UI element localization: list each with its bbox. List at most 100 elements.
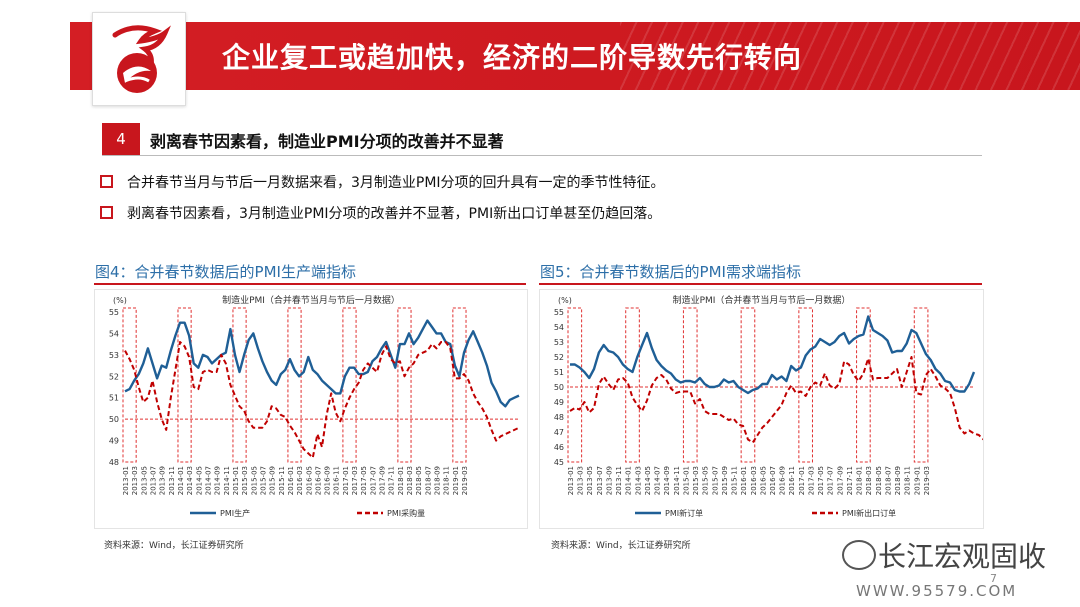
- y-tick-label: 51: [554, 368, 564, 377]
- x-tick-label: 2017-03: [807, 466, 815, 495]
- y-tick-label: 48: [554, 413, 564, 422]
- y-tick-label: 55: [554, 308, 564, 317]
- x-tick-label: 2018-07: [884, 466, 892, 495]
- x-tick-label: 2016-09: [779, 466, 787, 495]
- x-tick-label: 2013-09: [159, 466, 167, 495]
- x-tick-label: 2015-05: [702, 466, 710, 495]
- y-tick-label: 51: [109, 394, 119, 403]
- y-tick-label: 48: [109, 458, 119, 467]
- phoenix-logo-icon: [112, 25, 171, 93]
- x-tick-label: 2016-03: [750, 466, 758, 495]
- x-tick-label: 2016-05: [759, 466, 767, 495]
- y-tick-label: 49: [554, 398, 564, 407]
- section-divider: [102, 155, 982, 156]
- x-tick-label: 2013-11: [168, 466, 176, 495]
- spring-festival-window: [567, 307, 583, 463]
- spring-festival-window: [452, 307, 467, 463]
- x-tick-label: 2016-11: [333, 466, 341, 495]
- x-tick-label: 2015-07: [711, 466, 719, 495]
- spring-festival-window: [122, 307, 137, 463]
- series-line-solid: [570, 315, 976, 395]
- y-tick-label: 53: [554, 338, 564, 347]
- x-tick-label: 2017-11: [388, 466, 396, 495]
- x-tick-label: 2013-07: [596, 466, 604, 495]
- x-tick-label: 2017-07: [827, 466, 835, 495]
- x-tick-label: 2014-05: [644, 466, 652, 495]
- header: 企业复工或趋加快，经济的二阶导数先行转向: [0, 0, 1080, 118]
- x-tick-label: 2018-01: [397, 466, 405, 495]
- x-tick-label: 2013-05: [586, 466, 594, 495]
- x-tick-label: 2018-05: [415, 466, 423, 495]
- x-tick-label: 2014-07: [654, 466, 662, 495]
- chart-title: 制造业PMI（合并春节当月与节后一月数据）: [222, 294, 400, 306]
- x-tick-label: 2013-03: [577, 466, 585, 495]
- bullet-item: 合并春节当月与节后一月数据来看，3月制造业PMI分项的回升具有一定的季节性特征。: [100, 172, 665, 192]
- x-tick-label: 2014-11: [673, 466, 681, 495]
- x-tick-label: 2014-05: [195, 466, 203, 495]
- series-line-dashed: [569, 356, 990, 445]
- legend-label: PMI新出口订单: [842, 508, 896, 518]
- bullet-item: 剥离春节因素看，3月制造业PMI分项的改善并不显著，PMI新出口订单甚至仍趋回落…: [100, 203, 661, 223]
- x-tick-label: 2013-05: [140, 466, 148, 495]
- pmi-production-chart: 制造业PMI（合并春节当月与节后一月数据） (%) 48 49 50 51 52 53 54 55…: [109, 294, 520, 518]
- figure-caption: 图5：合并春节数据后的PMI需求端指标: [540, 263, 801, 281]
- caption-rule: [539, 283, 982, 285]
- spring-festival-window: [342, 307, 357, 463]
- x-tick-label: 2018-03: [865, 466, 873, 495]
- x-tick-label: 2018-03: [406, 466, 414, 495]
- x-tick-label: 2017-05: [360, 466, 368, 495]
- spring-festival-window: [625, 307, 640, 463]
- y-tick-label: 52: [554, 353, 564, 362]
- y-tick-label: 49: [109, 437, 119, 446]
- x-tick-label: 2018-09: [434, 466, 442, 495]
- x-tick-label: 2018-01: [856, 466, 864, 495]
- y-tick-label: 45: [554, 458, 564, 467]
- x-tick-label: 2013-01: [122, 466, 130, 495]
- y-tick-label: 46: [554, 443, 564, 452]
- x-tick-label: 2019-03: [923, 466, 931, 495]
- bullet-square-icon: [100, 206, 113, 219]
- x-tick-label: 2018-11: [443, 466, 451, 495]
- spring-festival-window: [798, 307, 813, 463]
- watermark-name: 长江宏观固收: [878, 540, 1047, 573]
- x-tick-label: 2014-09: [214, 466, 222, 495]
- x-tick-label: 2014-07: [204, 466, 212, 495]
- x-tick-label: 2016-01: [740, 466, 748, 495]
- y-tick-label: 47: [554, 428, 564, 437]
- section-number: 4: [102, 123, 140, 155]
- y-tick-label: 52: [109, 372, 119, 381]
- source-note: 资料来源：Wind，长江证券研究所: [551, 541, 691, 551]
- x-tick-label: 2015-07: [259, 466, 267, 495]
- x-tick-label: 2013-11: [615, 466, 623, 495]
- x-tick-label: 2015-05: [250, 466, 258, 495]
- page-number: 7: [990, 572, 997, 585]
- x-tick-label: 2018-11: [904, 466, 912, 495]
- x-tick-label: 2013-03: [131, 466, 139, 495]
- x-tick-label: 2019-01: [452, 466, 460, 495]
- y-axis-unit: (%): [558, 296, 572, 305]
- bullet-text: 剥离春节因素看，3月制造业PMI分项的改善并不显著，PMI新出口订单甚至仍趋回落…: [127, 206, 662, 222]
- chart-title: 制造业PMI（合并春节当月与节后一月数据）: [673, 294, 851, 306]
- source-note: 资料来源：Wind，长江证券研究所: [104, 541, 244, 551]
- section-title: 剥离春节因素看，制造业PMI分项的改善并不显著: [150, 132, 504, 151]
- x-tick-label: 2016-05: [305, 466, 313, 495]
- x-tick-label: 2018-05: [875, 466, 883, 495]
- spring-festival-window: [856, 307, 871, 463]
- x-tick-label: 2014-09: [663, 466, 671, 495]
- figure-caption: 图4：合并春节数据后的PMI生产端指标: [95, 263, 356, 281]
- y-tick-label: 54: [554, 323, 564, 332]
- bullet-square-icon: [100, 175, 113, 188]
- spring-festival-window: [177, 307, 192, 463]
- spring-festival-window: [287, 307, 302, 463]
- legend-label: PMI生产: [220, 508, 250, 518]
- x-tick-label: 2013-09: [605, 466, 613, 495]
- x-tick-label: 2016-09: [324, 466, 332, 495]
- x-tick-label: 2017-09: [836, 466, 844, 495]
- watermark-url: WWW.95579.COM: [856, 582, 1018, 600]
- x-tick-label: 2015-09: [269, 466, 277, 495]
- x-tick-label: 2013-07: [149, 466, 157, 495]
- x-tick-label: 2017-09: [379, 466, 387, 495]
- y-tick-label: 50: [554, 383, 564, 392]
- spring-festival-window: [740, 307, 756, 463]
- series-line-solid: [124, 319, 520, 408]
